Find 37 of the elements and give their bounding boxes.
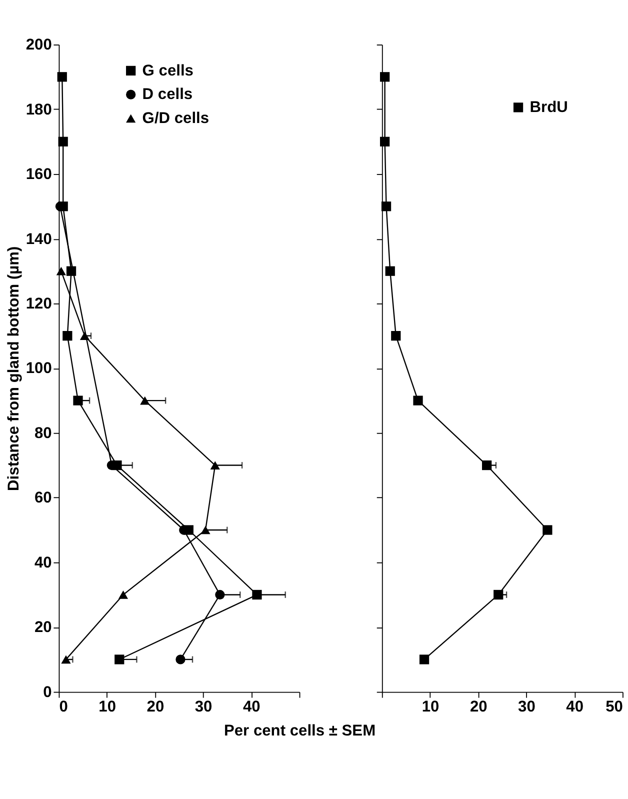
point	[380, 72, 390, 82]
y-tick-label: 140	[26, 230, 52, 248]
x-tick-label: 30	[194, 698, 213, 716]
y-tick-label: 120	[26, 296, 52, 312]
point	[391, 331, 401, 341]
x-tick-label: 10	[422, 698, 440, 716]
point	[385, 266, 395, 276]
y-tick-label: 180	[26, 101, 52, 118]
x-tick-label: 40	[242, 698, 261, 716]
y-axis-title: Distance from gland bottom (µm)	[5, 246, 22, 491]
legend-label: BrdU	[530, 99, 568, 116]
x-tick-label: 0	[59, 698, 68, 716]
legend-label: G cells	[142, 62, 194, 80]
point	[419, 654, 430, 664]
x-tick-label: 20	[470, 698, 488, 716]
x-axis-title: Per cent cells ± SEM	[224, 722, 376, 740]
y-tick-label: 20	[34, 619, 52, 636]
y-tick-label: 160	[26, 166, 52, 184]
point	[542, 525, 552, 535]
x-tick-label: 20	[146, 698, 164, 716]
x-tick-label: 30	[518, 698, 536, 716]
x-tick-label: 50	[606, 698, 624, 716]
y-tick-label: 0	[43, 684, 52, 701]
y-tick-label: 60	[34, 490, 52, 507]
y-tick-label: 100	[26, 360, 52, 378]
point	[494, 590, 504, 600]
legend-label: D cells	[142, 86, 193, 104]
x-tick-label: 40	[566, 698, 584, 716]
y-tick-label: 40	[34, 554, 52, 572]
y-tick-label: 200	[26, 36, 52, 54]
point	[381, 202, 392, 212]
point	[482, 460, 492, 470]
y-tick-label: 80	[34, 424, 52, 442]
point	[413, 396, 423, 406]
x-tick-label: 10	[98, 698, 116, 716]
legend-label: G/D cells	[142, 110, 210, 128]
point	[380, 136, 390, 146]
